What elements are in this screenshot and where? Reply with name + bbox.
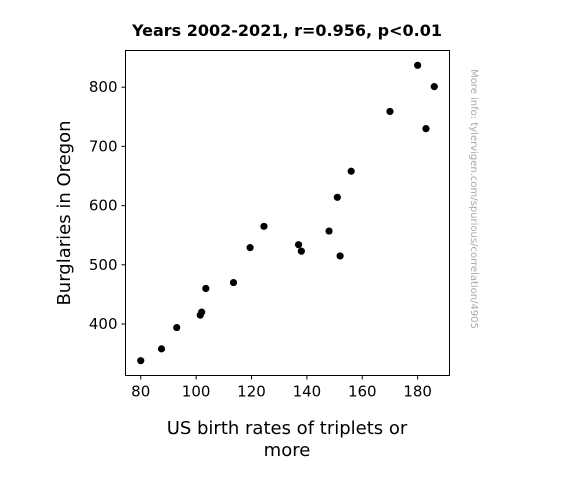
watermark-text: More info: tylervigen.com/spurious/corre…: [468, 69, 479, 329]
data-point: [137, 357, 145, 365]
y-tick-label: 500: [89, 256, 118, 274]
y-tick-label: 700: [89, 137, 118, 155]
x-tick-label: 140: [293, 383, 322, 401]
plot-frame: [125, 50, 450, 376]
data-point: [422, 125, 430, 133]
y-axis: 400 500 600 700 800: [89, 78, 126, 333]
data-point: [336, 252, 344, 260]
x-axis: 80 100 120 140 160 180: [131, 375, 432, 401]
x-tick-label: 80: [131, 383, 150, 401]
y-tick-label: 600: [89, 197, 118, 215]
data-point: [157, 345, 166, 353]
data-point: [260, 222, 268, 230]
data-point: [229, 278, 238, 287]
y-tick-label: 400: [89, 315, 118, 333]
data-point: [198, 308, 206, 316]
x-tick-label: 100: [182, 383, 211, 401]
y-axis-label: Burglaries in Oregon: [54, 120, 75, 305]
data-point: [333, 193, 341, 201]
x-axis-label-line-2: more: [264, 440, 311, 461]
x-tick-label: 120: [237, 383, 266, 401]
chart-title: Years 2002-2021, r=0.956, p<0.01: [131, 21, 442, 40]
data-point: [414, 61, 422, 69]
data-point: [297, 247, 305, 255]
data-points: [137, 61, 438, 365]
x-tick-label: 160: [348, 383, 377, 401]
data-point: [202, 284, 210, 293]
data-point: [294, 241, 303, 249]
data-point: [386, 107, 394, 116]
y-tick-label: 800: [89, 78, 118, 96]
data-point: [246, 244, 254, 252]
x-tick-label: 180: [403, 383, 432, 401]
data-point: [173, 323, 181, 332]
x-axis-label-line-1: US birth rates of triplets or: [167, 418, 408, 439]
data-point: [430, 83, 438, 91]
data-point: [347, 167, 355, 175]
data-point: [325, 227, 333, 235]
